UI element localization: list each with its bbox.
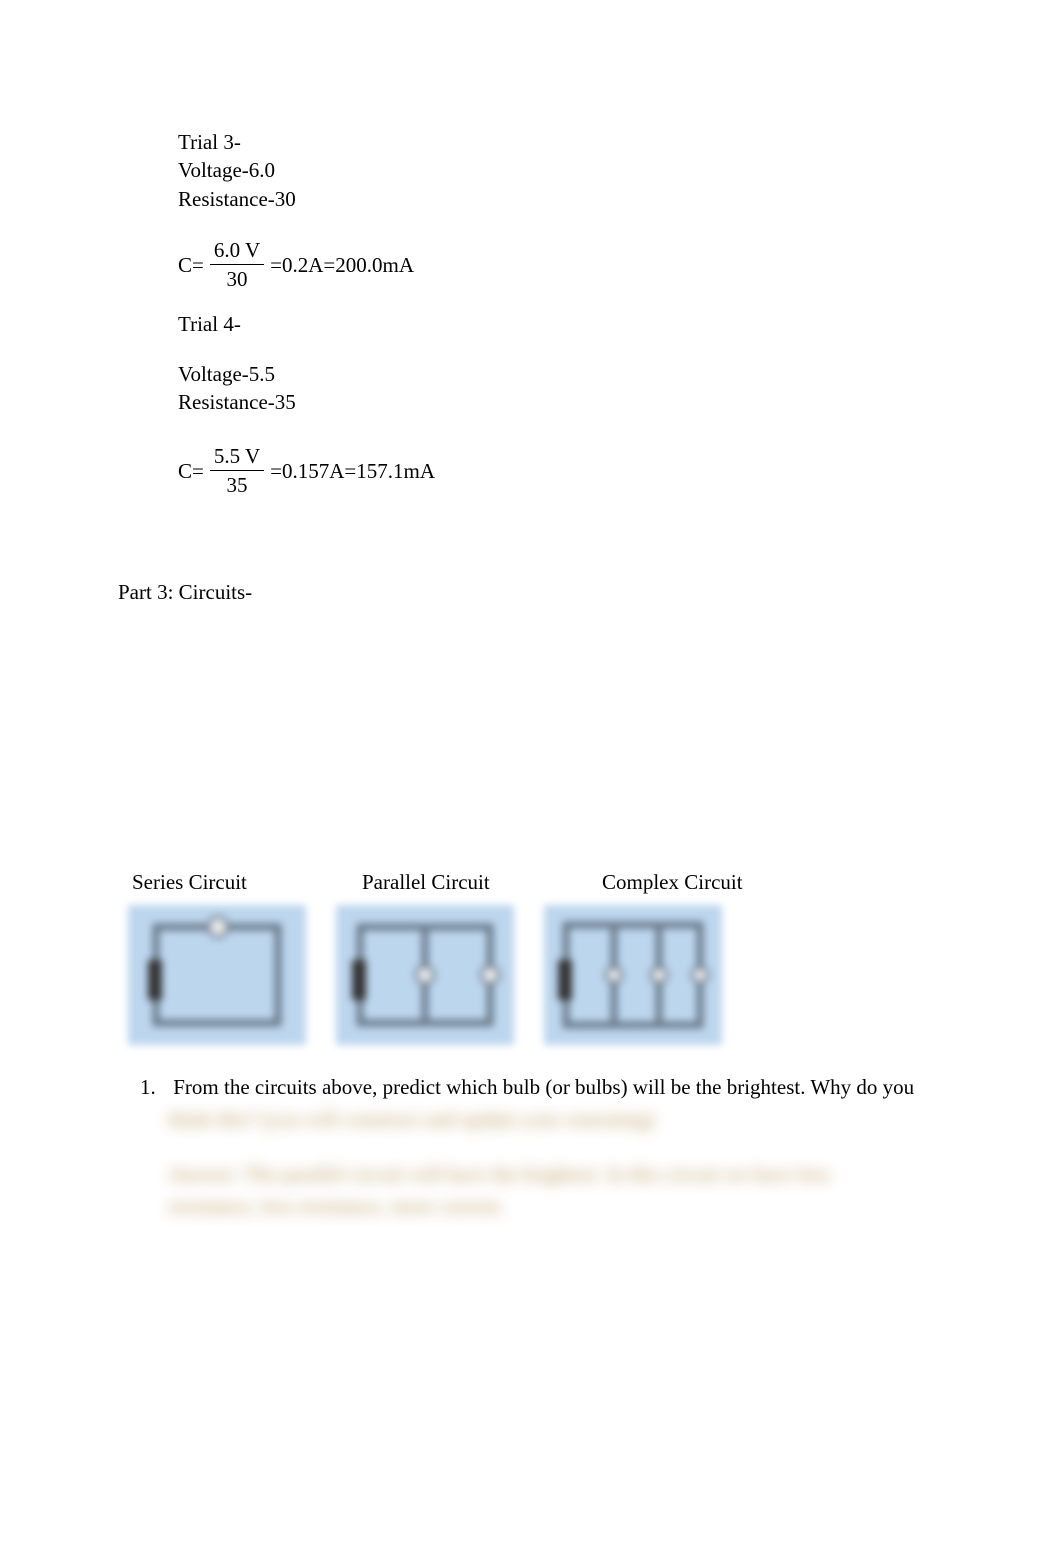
- circuit-thumbnails: [128, 905, 722, 1045]
- trial3-block: Trial 3- Voltage-6.0 Resistance-30: [178, 128, 296, 213]
- question1-text: From the circuits above, predict which b…: [173, 1075, 914, 1099]
- question1-hidden-3: resistance, less resistance, more curren…: [140, 1191, 930, 1223]
- page: Trial 3- Voltage-6.0 Resistance-30 C= 6.…: [0, 0, 1062, 1561]
- question-1: 1. From the circuits above, predict whic…: [140, 1072, 930, 1222]
- spacer: [140, 1135, 930, 1159]
- parallel-label: Parallel Circuit: [362, 870, 532, 895]
- complex-circuit-thumb: [544, 905, 722, 1045]
- trial3-title: Trial 3-: [178, 128, 296, 156]
- trial4-block: Voltage-5.5 Resistance-35: [178, 360, 296, 417]
- trial3-numerator: 6.0 V: [210, 236, 264, 265]
- trial4-numerator: 5.5 V: [210, 442, 264, 471]
- part3-heading: Part 3: Circuits-: [118, 578, 252, 606]
- trial3-fraction: 6.0 V 30: [210, 236, 264, 294]
- trial4-calc: C= 5.5 V 35 =0.157A=157.1mA: [178, 442, 435, 500]
- circuit-labels-row: Series Circuit Parallel Circuit Complex …: [132, 870, 782, 895]
- parallel-circuit-icon: [336, 905, 514, 1045]
- trial3-resistance: Resistance-30: [178, 185, 296, 213]
- series-circuit-thumb: [128, 905, 306, 1045]
- complex-label: Complex Circuit: [602, 870, 782, 895]
- series-circuit-icon: [128, 905, 306, 1045]
- trial4-denominator: 35: [210, 471, 264, 499]
- trial4-result: =0.157A=157.1mA: [270, 457, 435, 485]
- trial3-result: =0.2A=200.0mA: [270, 251, 414, 279]
- series-label: Series Circuit: [132, 870, 292, 895]
- question1-line1: 1. From the circuits above, predict whic…: [140, 1072, 930, 1104]
- trial3-voltage: Voltage-6.0: [178, 156, 296, 184]
- trial3-c-eq: C=: [178, 251, 204, 279]
- trial4-fraction: 5.5 V 35: [210, 442, 264, 500]
- question1-hidden-2: Answer: The parallel circuit will have t…: [140, 1159, 930, 1191]
- trial3-calc: C= 6.0 V 30 =0.2A=200.0mA: [178, 236, 414, 294]
- question1-number: 1.: [140, 1072, 168, 1104]
- trial4-resistance: Resistance-35: [178, 388, 296, 416]
- complex-circuit-icon: [544, 905, 722, 1045]
- question1-hidden-1: think this? (you will construct and upda…: [140, 1104, 930, 1136]
- trial4-voltage: Voltage-5.5: [178, 360, 296, 388]
- parallel-circuit-thumb: [336, 905, 514, 1045]
- trial4-title: Trial 4-: [178, 310, 241, 338]
- trial3-denominator: 30: [210, 265, 264, 293]
- trial4-c-eq: C=: [178, 457, 204, 485]
